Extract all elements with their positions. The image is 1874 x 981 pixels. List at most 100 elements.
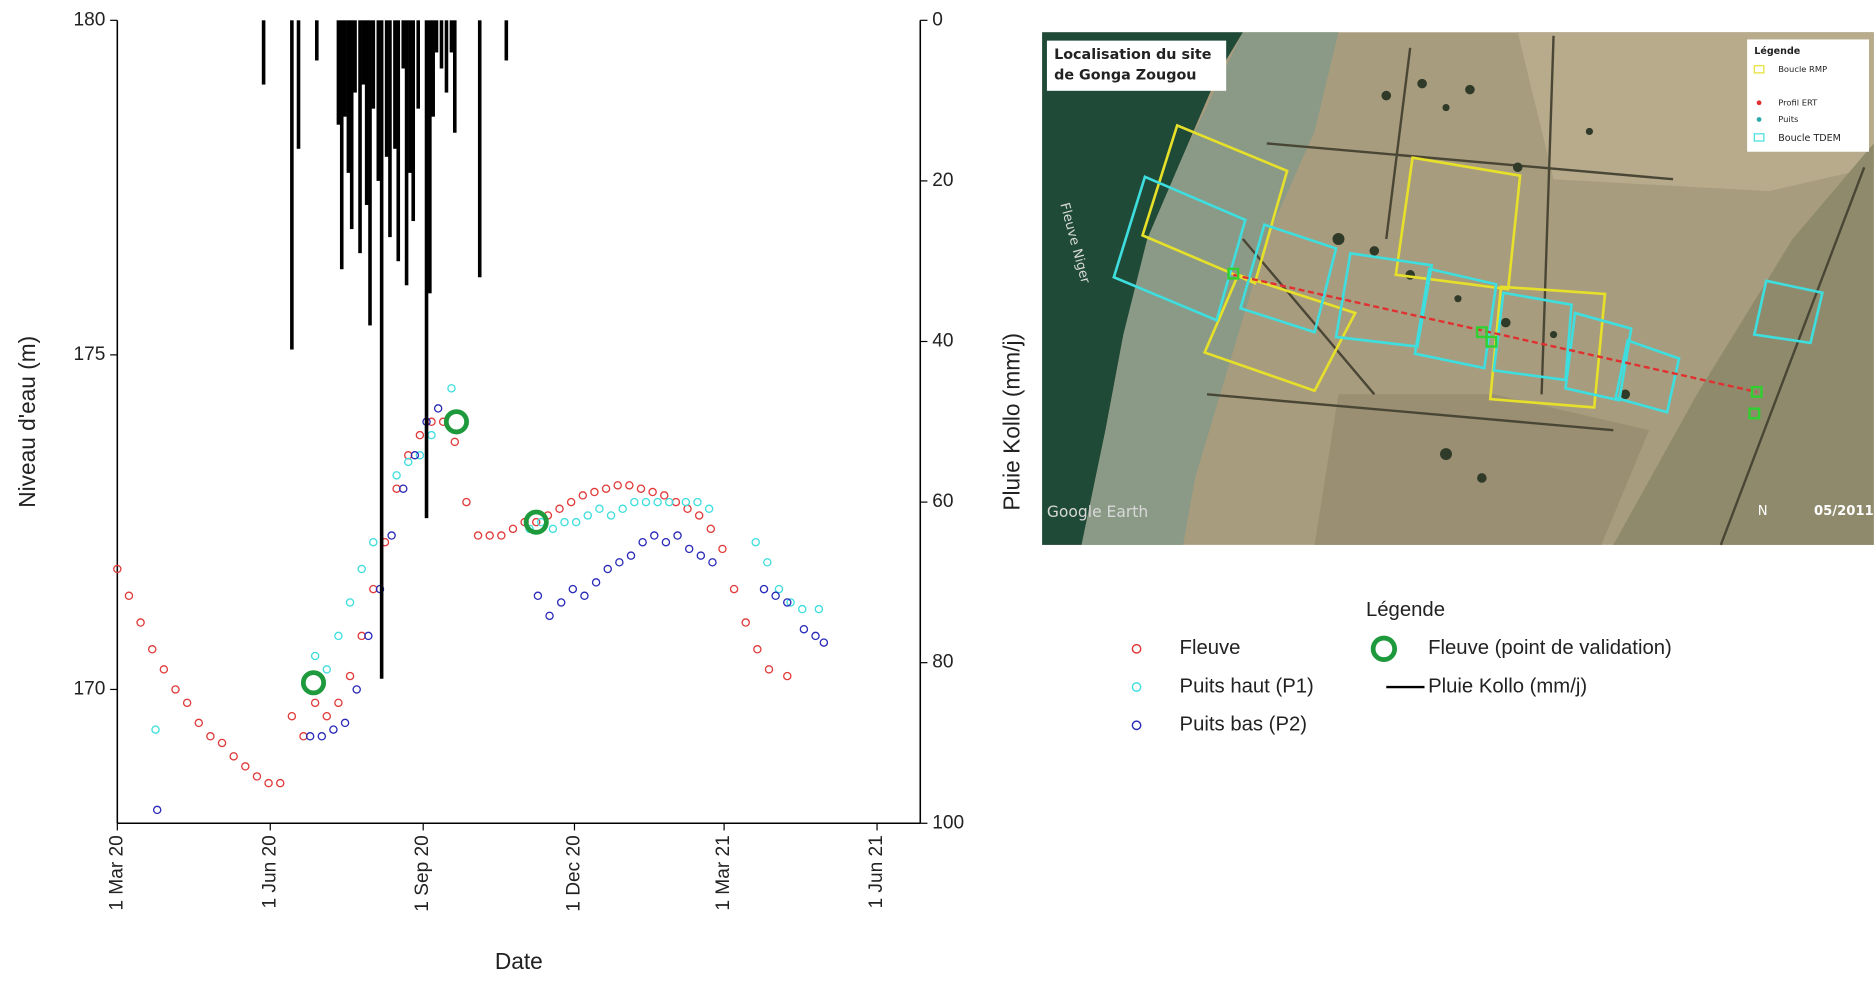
point [345, 671, 355, 681]
point [497, 531, 506, 540]
point [415, 430, 425, 440]
legend-item: Fleuve [1131, 637, 1241, 659]
point [641, 497, 651, 507]
point [741, 618, 750, 627]
point [718, 544, 727, 554]
point [615, 558, 624, 567]
rain-bar [444, 20, 449, 93]
point [364, 631, 373, 641]
rain-bar [388, 20, 392, 238]
legend-label: Fleuve (point de validation) [1428, 637, 1672, 659]
rain-bar [408, 20, 412, 173]
rain-bar [401, 20, 406, 69]
y2-tick-label: 60 [932, 491, 953, 512]
rain-bar [434, 20, 439, 53]
point [392, 471, 401, 480]
x-tick-label: 1 Sep 20 [412, 835, 433, 912]
legend-label: Pluie Kollo (mm/j) [1428, 675, 1587, 697]
rain-bar [404, 20, 409, 286]
rain-bar [396, 20, 401, 262]
validation-point [523, 509, 549, 535]
point [653, 497, 662, 507]
rain-bar [315, 20, 319, 61]
x-tick-label: 1 Jun 21 [866, 835, 887, 908]
rain-bar [379, 20, 384, 679]
point [626, 551, 636, 560]
point [194, 718, 204, 728]
point [603, 564, 612, 574]
point [275, 778, 285, 788]
legend-label: Fleuve [1180, 637, 1241, 659]
point [566, 497, 576, 507]
ert-profile [1233, 273, 1757, 394]
y-axis-title: Niveau d'eau (m) [14, 336, 40, 508]
point [648, 487, 657, 497]
point [159, 665, 169, 674]
rain-bar [361, 20, 366, 85]
point [797, 604, 807, 614]
point [334, 631, 343, 641]
point [182, 698, 192, 708]
point [606, 511, 616, 520]
field [1314, 394, 1650, 545]
point [352, 685, 361, 694]
point [410, 451, 420, 460]
point [625, 481, 634, 490]
point [171, 685, 180, 694]
x-tick-label: 1 Dec 20 [564, 835, 585, 911]
map: Localisation du site de Gonga Zougou Lég… [1042, 32, 1874, 546]
point [753, 645, 762, 654]
x-tick-label: 1 Mar 21 [713, 835, 734, 910]
point [580, 591, 589, 601]
point [660, 491, 669, 500]
field [1613, 143, 1874, 545]
point [508, 524, 518, 534]
y2-tick-label: 80 [932, 652, 953, 673]
legend-swatch [1131, 720, 1142, 731]
legend-swatch [1131, 643, 1142, 654]
point [152, 805, 162, 815]
point [786, 598, 795, 607]
rain-bar [416, 20, 421, 109]
point [783, 598, 792, 607]
point [638, 537, 647, 547]
map-legend-label: Puits [1778, 114, 1798, 124]
point [783, 671, 792, 681]
point [427, 430, 436, 440]
rain-bar [290, 20, 294, 350]
rain-bar [346, 20, 351, 173]
point [751, 537, 760, 547]
point [693, 497, 702, 507]
point [673, 531, 682, 540]
legend-label: Puits haut (P1) [1180, 675, 1314, 697]
point [759, 584, 769, 594]
point [113, 564, 122, 574]
point [287, 711, 297, 721]
point [661, 537, 671, 547]
point [147, 645, 157, 654]
point [206, 732, 215, 741]
rain-bar [452, 20, 457, 133]
validation-point [443, 409, 469, 435]
point [264, 778, 273, 788]
point [583, 511, 593, 520]
point [696, 551, 706, 560]
wells [1227, 267, 1763, 420]
rain-bar [449, 20, 454, 53]
point [322, 711, 332, 721]
point [630, 497, 639, 507]
point [252, 772, 262, 781]
point [229, 752, 238, 761]
rain-bar [431, 20, 435, 117]
rain-bar [343, 20, 347, 117]
north-arrow: N [1758, 504, 1768, 519]
legend-item: Puits bas (P2) [1131, 714, 1307, 736]
point [387, 531, 396, 540]
point [340, 718, 350, 728]
point [217, 738, 227, 748]
rain-bar [371, 20, 376, 109]
rain-bar [364, 20, 369, 205]
rain-bar [261, 20, 266, 85]
legend-title: Légende [1366, 599, 1445, 621]
